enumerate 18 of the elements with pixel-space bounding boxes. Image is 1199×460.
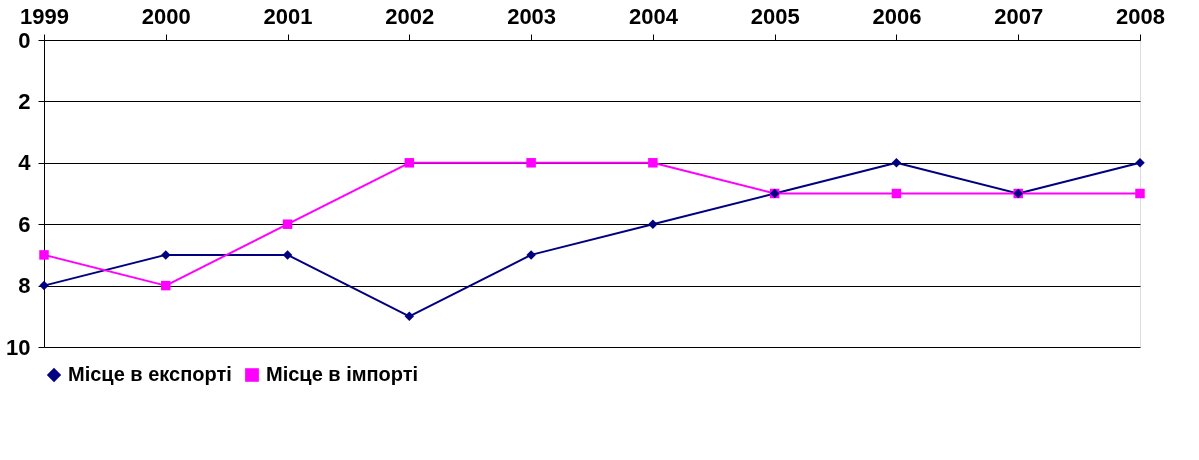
x-tick-label: 2005 bbox=[750, 3, 800, 29]
x-tick-label: 2000 bbox=[141, 3, 191, 29]
x-tick-label: 2006 bbox=[872, 3, 922, 29]
x-tick-label: 2002 bbox=[385, 3, 435, 29]
x-tick-label: 2004 bbox=[628, 3, 679, 29]
x-tick-label: 2003 bbox=[507, 3, 557, 29]
legend-label: Місце в експорті bbox=[68, 363, 232, 385]
x-tick-label: 2007 bbox=[994, 3, 1044, 29]
x-tick-label: 2008 bbox=[1116, 3, 1165, 29]
x-tick-label: 1999 bbox=[20, 3, 69, 29]
y-tick-label: 0 bbox=[18, 27, 31, 53]
x-tick-label: 2001 bbox=[263, 3, 313, 29]
legend-label: Місце в імпорті bbox=[266, 363, 419, 385]
y-tick-label: 2 bbox=[18, 88, 31, 114]
y-tick-label: 6 bbox=[18, 211, 31, 237]
y-tick-label: 10 bbox=[6, 334, 31, 360]
y-tick-label: 4 bbox=[18, 150, 32, 176]
y-tick-label: 8 bbox=[18, 273, 31, 299]
